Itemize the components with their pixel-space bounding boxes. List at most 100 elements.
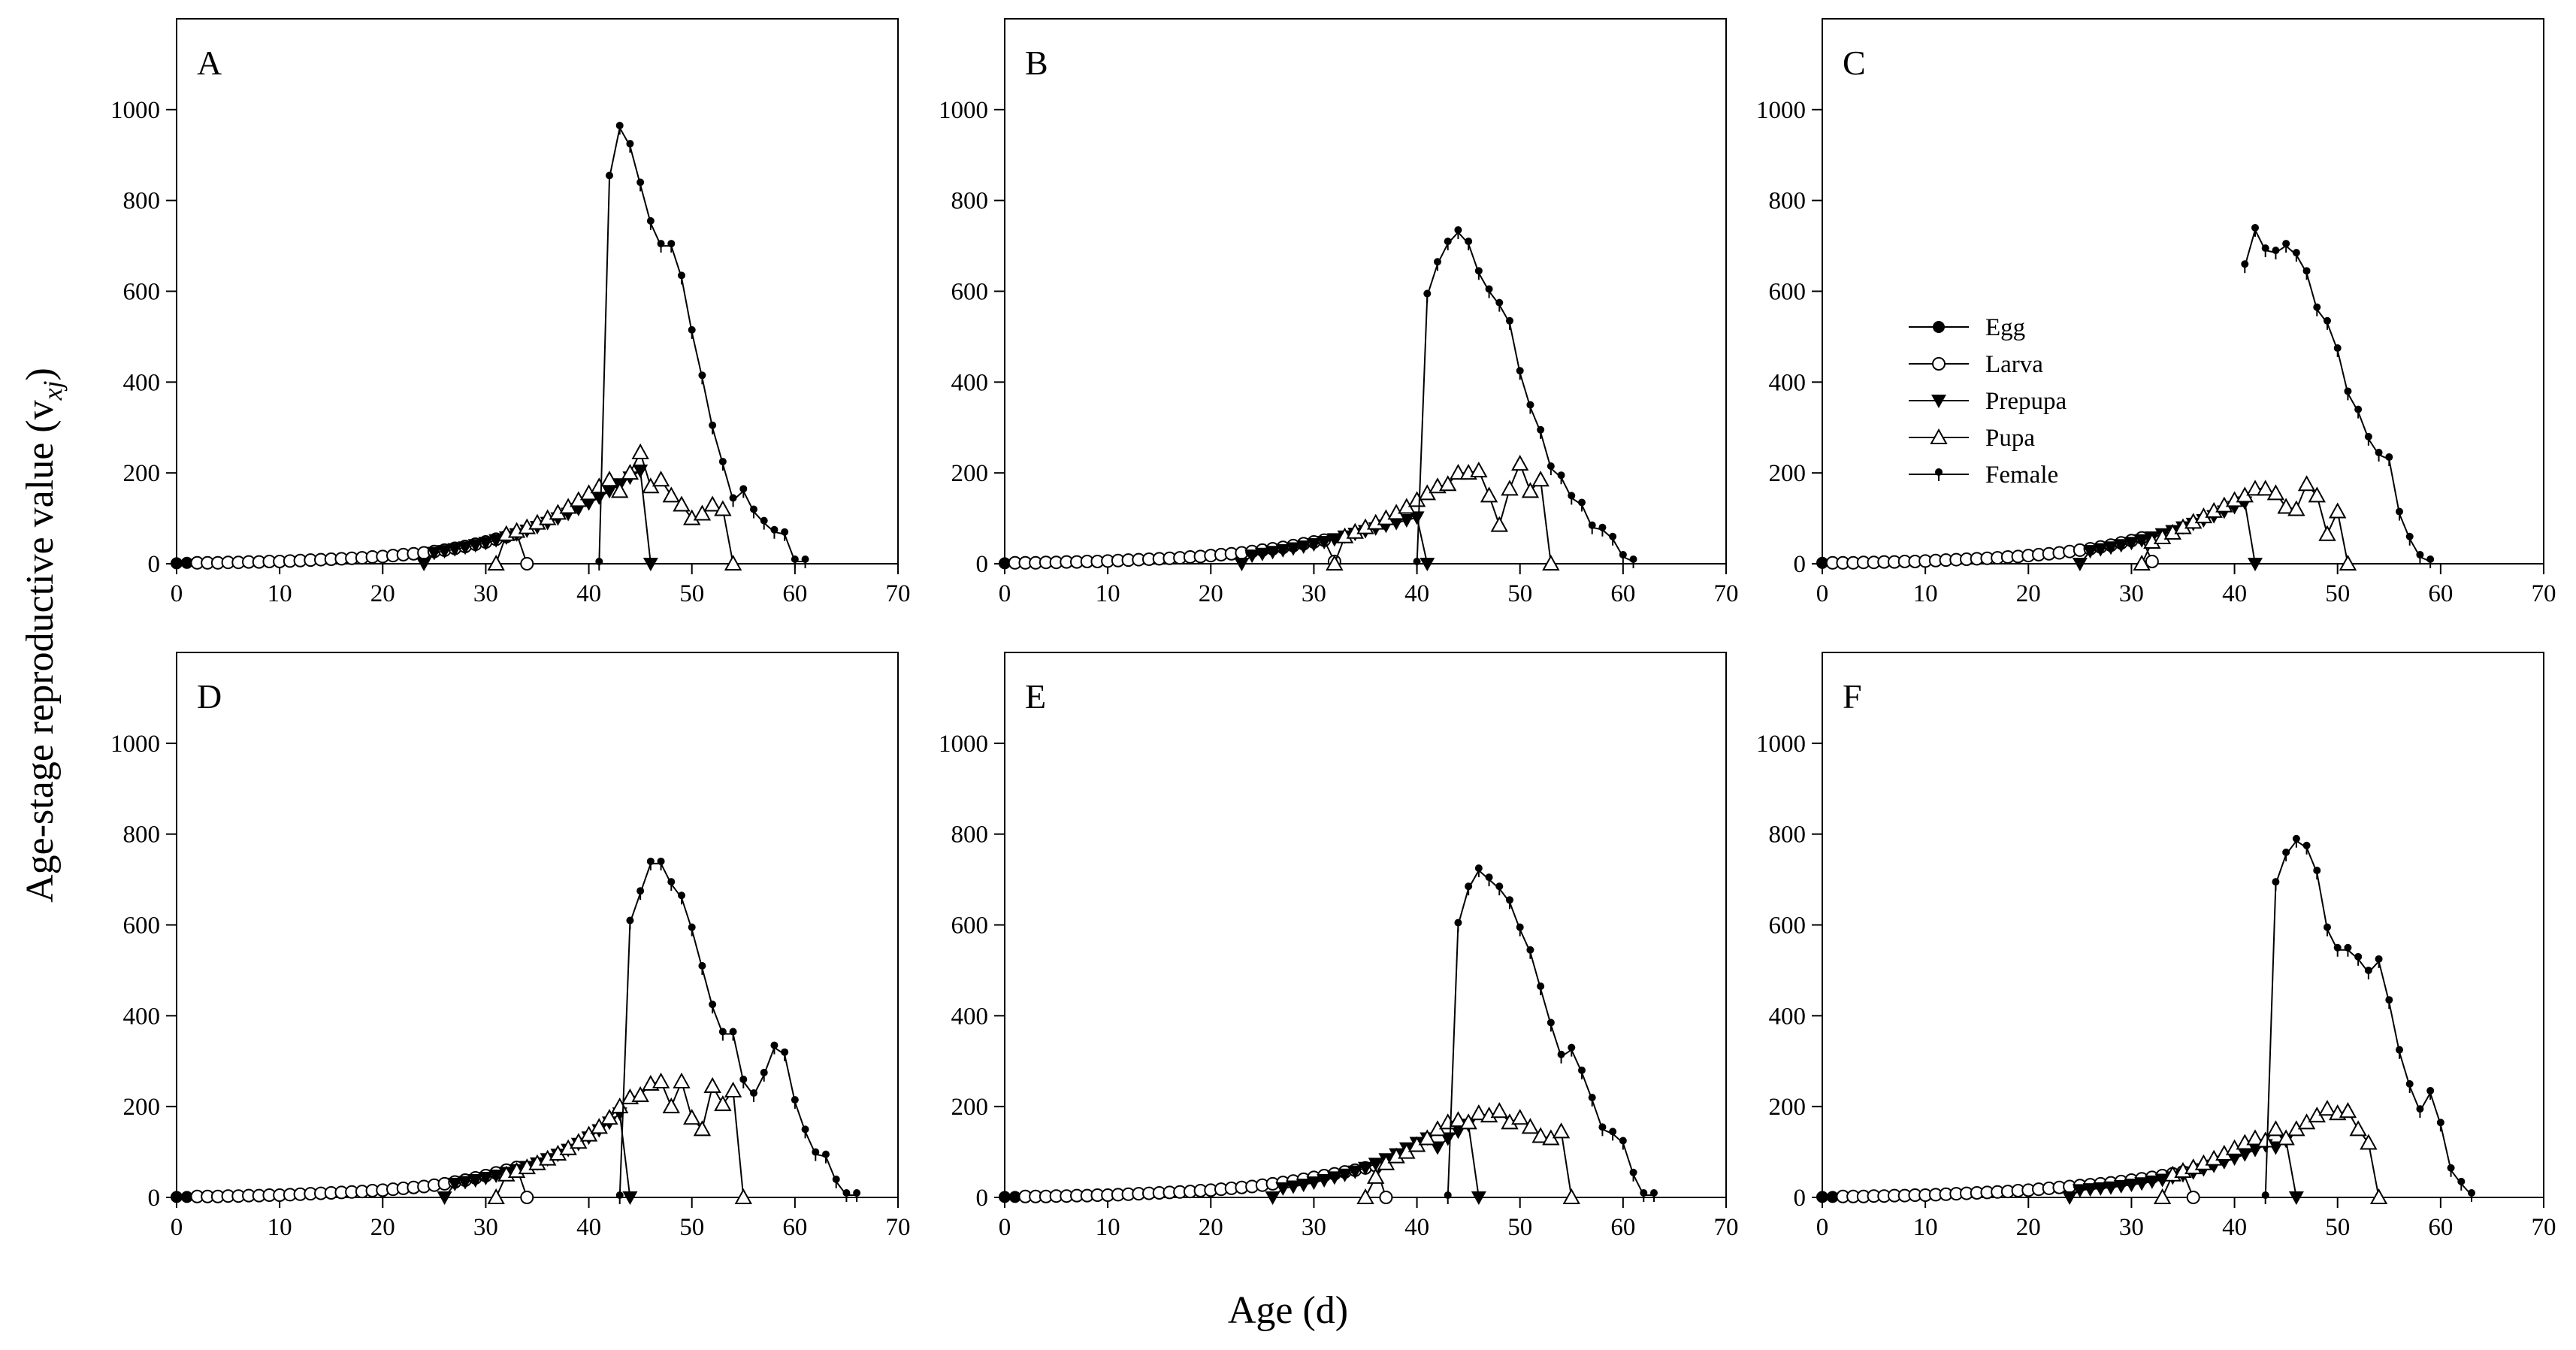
marker-female <box>2426 1087 2435 1100</box>
marker-prepupa <box>2288 1191 2304 1205</box>
marker-female <box>1619 550 1627 564</box>
marker-pupa <box>673 1072 691 1088</box>
legend-label: Egg <box>1985 314 2025 341</box>
marker-female <box>1516 367 1524 380</box>
marker-prepupa <box>2248 558 2263 571</box>
series-line <box>1416 231 1634 565</box>
marker-female <box>595 558 603 571</box>
marker-pupa <box>714 500 732 516</box>
legend-item-pupa: Pupa <box>1909 425 2035 452</box>
x-tick-label: 0 <box>1816 580 1829 607</box>
marker-prepupa <box>488 1170 504 1183</box>
marker-female <box>1465 882 1473 896</box>
marker-pupa <box>2246 1129 2264 1146</box>
marker-pupa <box>2266 484 2285 501</box>
plot-frame <box>176 18 899 565</box>
marker-female <box>729 494 737 507</box>
marker-pupa <box>487 1188 505 1204</box>
chart-panel-e: 0 200 400 600 800 1000 0 10 20 30 40 50 60 70 E <box>939 652 1739 1241</box>
x-tick-label: 70 <box>2532 580 2556 607</box>
marker-prepupa <box>467 539 483 553</box>
y-tick-label: 1000 <box>1756 731 1806 758</box>
marker-female <box>2436 1118 2444 1132</box>
y-tick-label: 400 <box>1769 369 1807 396</box>
y-tick-label: 1000 <box>939 97 988 124</box>
marker-prepupa <box>2134 534 2150 548</box>
marker-female <box>2344 387 2352 401</box>
marker-female <box>1557 471 1565 485</box>
legend-label: Prepupa <box>1985 388 2067 415</box>
marker-pupa <box>1418 1129 1436 1146</box>
marker-pupa <box>2318 1100 2336 1116</box>
marker-prepupa <box>2144 1175 2160 1189</box>
x-tick-label: 10 <box>1096 1214 1120 1241</box>
marker-female <box>1568 492 1576 505</box>
marker-prepupa <box>1244 549 1260 564</box>
x-tick-label: 40 <box>1404 580 1429 607</box>
marker-female <box>1485 873 1493 887</box>
chart-panel-f: 0 200 400 600 800 1000 0 10 20 30 40 50 60 70 F <box>1756 652 2556 1241</box>
series-female <box>2241 223 2435 568</box>
marker-female <box>678 891 685 905</box>
marker-prepupa <box>1275 543 1291 558</box>
marker-larva <box>2186 1191 2200 1204</box>
marker-prepupa <box>1471 1191 1486 1205</box>
panel-label: F <box>1843 677 1862 716</box>
chart-panel-a: 0 200 400 600 800 1000 0 10 20 30 40 50 60 70 A <box>110 18 911 607</box>
marker-prepupa <box>1337 1168 1353 1182</box>
marker-female <box>1598 523 1607 537</box>
series-line <box>495 450 734 565</box>
marker-female <box>1650 1188 1658 1202</box>
marker-female <box>1629 1168 1637 1182</box>
marker-prepupa <box>1306 1176 1322 1191</box>
series-pupa <box>1356 1102 1580 1204</box>
marker-egg <box>1008 1191 1021 1203</box>
y-tick-label: 200 <box>1769 460 1807 487</box>
panel-label: A <box>197 44 222 82</box>
marker-female <box>2354 405 2363 419</box>
marker-female <box>1578 1066 1586 1079</box>
y-tick-label: 800 <box>951 188 989 215</box>
marker-pupa <box>724 1081 742 1098</box>
series-larva <box>1825 531 2159 570</box>
marker-female <box>1526 946 1534 959</box>
marker-female <box>853 1188 861 1202</box>
series-female <box>615 857 861 1204</box>
series-egg <box>1816 1191 1839 1203</box>
y-tick-label: 600 <box>123 913 161 940</box>
marker-female <box>2241 260 2249 274</box>
marker-female <box>1465 238 1473 251</box>
marker-prepupa <box>2093 1182 2109 1196</box>
marker-prepupa <box>1296 540 1311 555</box>
marker-female <box>1454 226 1462 239</box>
legend-item-prepupa: Prepupa <box>1909 388 2067 415</box>
x-tick-label: 20 <box>2016 1214 2041 1241</box>
marker-female <box>1547 1019 1555 1032</box>
x-tick-label: 50 <box>679 1214 704 1241</box>
x-tick-label: 70 <box>1714 580 1739 607</box>
marker-female <box>688 923 696 937</box>
marker-pupa <box>1490 516 1508 532</box>
marker-female <box>781 528 789 541</box>
marker-pupa <box>1439 475 1457 492</box>
marker-pupa <box>1930 428 1948 444</box>
chart-panel-d: 0 200 400 600 800 1000 0 10 20 30 40 50 60 70 D <box>110 652 911 1241</box>
series-egg <box>1816 556 1828 569</box>
marker-prepupa <box>2062 1191 2078 1205</box>
marker-female <box>1495 882 1504 896</box>
series-egg <box>999 557 1011 570</box>
marker-prepupa <box>642 558 658 571</box>
y-tick-label: 400 <box>123 369 161 396</box>
marker-female <box>1609 532 1617 546</box>
y-tick-label: 800 <box>1769 822 1807 849</box>
marker-pupa <box>703 1076 721 1093</box>
marker-egg <box>1933 321 1945 333</box>
marker-pupa <box>673 495 691 512</box>
series-female <box>2261 834 2475 1204</box>
marker-female <box>2302 267 2311 280</box>
plot-frame <box>176 652 899 1198</box>
legend-label: Larva <box>1985 351 2043 378</box>
marker-prepupa <box>1358 1161 1373 1176</box>
marker-pupa <box>2246 480 2264 496</box>
